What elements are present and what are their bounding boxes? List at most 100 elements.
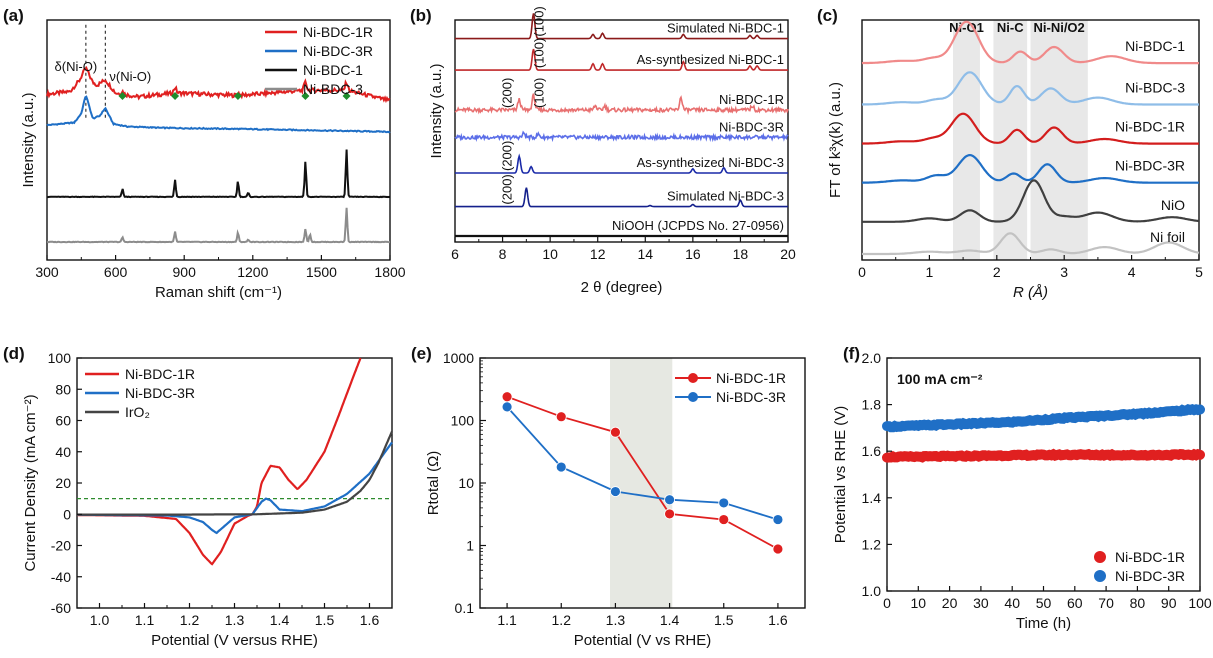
x-tick-label: 0 xyxy=(883,595,891,611)
x-tick-label: 1.1 xyxy=(497,612,517,628)
x-tick-label: 1.0 xyxy=(90,612,110,628)
x-tick-label: 1.5 xyxy=(714,612,734,628)
panel-label-a: (a) xyxy=(3,6,24,25)
y-tick-label: -60 xyxy=(51,600,71,616)
series-label: Ni-BDC-3R xyxy=(719,119,784,134)
x-tick-label: 80 xyxy=(1130,595,1146,611)
data-point xyxy=(555,461,567,473)
y-tick-label: 100 xyxy=(451,413,475,429)
y-axis-label: Potential vs RHE (V) xyxy=(832,406,849,544)
panel-label-d: (d) xyxy=(3,344,25,363)
x-tick-label: 1800 xyxy=(374,264,405,280)
y-tick-label: 1.2 xyxy=(862,536,882,552)
y-tick-label: -20 xyxy=(51,538,71,554)
series-line xyxy=(455,48,788,71)
series-line xyxy=(862,179,1200,223)
panel-a: (a) δ(Ni-O) ν(Ni-O) 300 600 900 1200 1500 1800 Ra… xyxy=(3,6,406,301)
x-tick-label: 18 xyxy=(733,246,749,262)
series-label: Ni-BDC-3R xyxy=(1115,158,1185,174)
y-tick-label: 0 xyxy=(63,506,71,522)
x-axis-label: Potential (V vs RHE) xyxy=(574,632,712,649)
series-line xyxy=(861,71,1199,106)
series-line xyxy=(77,357,362,566)
y-axis-label: Intensity (a.u.) xyxy=(428,63,445,158)
x-tick-label: 70 xyxy=(1098,595,1114,611)
x-tick-label: 14 xyxy=(637,246,653,262)
y-axis-label: Rtotal (Ω) xyxy=(425,451,442,516)
panel-e: (e) 1.1 1.2 1.3 1.4 1.5 1.6 0.1 1 10 100 1000 Potent… xyxy=(411,344,806,649)
y-tick-label: 1.6 xyxy=(862,443,882,459)
series-line xyxy=(455,13,788,40)
region-label: Ni-Ni/O2 xyxy=(1033,20,1084,35)
y-tick-label: 80 xyxy=(55,381,71,397)
peak-label-200: (200) xyxy=(499,78,514,108)
x-axis-label: 2 θ (degree) xyxy=(581,279,663,296)
x-tick-label: 6 xyxy=(451,246,459,262)
series-line xyxy=(454,93,789,116)
data-point xyxy=(772,543,784,555)
data-point xyxy=(718,514,730,525)
series-line xyxy=(455,153,788,174)
x-tick-label: 1.3 xyxy=(225,612,245,628)
x-tick-label: 20 xyxy=(942,595,958,611)
x-tick-label: 600 xyxy=(104,264,128,280)
x-tick-label: 1.1 xyxy=(135,612,155,628)
peak-label-nu: ν(Ni-O) xyxy=(109,69,151,84)
x-tick-label: 10 xyxy=(911,595,927,611)
x-tick-label: 100 xyxy=(1188,595,1212,611)
series-line-ni-bdc-3 xyxy=(46,207,390,244)
panel-b: (b) Simulated Ni-BDC-1 (100) As-synthesized… xyxy=(410,6,796,296)
legend-marker xyxy=(688,373,698,383)
panel-c: Ni-O1 Ni-C Ni-Ni/O2(c)Ni-BDC-1Ni-BDC-3Ni-B… xyxy=(817,6,1203,301)
diamond-marker xyxy=(342,92,351,100)
legend-label: Ni-BDC-1R xyxy=(303,24,373,40)
diamond-marker xyxy=(171,92,180,100)
x-tick-label: 1.6 xyxy=(768,612,788,628)
y-tick-label: 100 xyxy=(48,350,72,366)
x-tick-label: 60 xyxy=(1067,595,1083,611)
series-label: Ni foil xyxy=(1150,229,1185,245)
series-line xyxy=(861,112,1199,145)
data-point xyxy=(772,514,784,525)
y-tick-label: 20 xyxy=(55,475,71,491)
x-axis-label: Raman shift (cm⁻¹) xyxy=(155,284,282,301)
diamond-marker xyxy=(233,92,242,100)
x-tick-label: 1.2 xyxy=(552,612,572,628)
y-axis-label: FT of k³χ(k) (a.u.) xyxy=(827,82,844,198)
panel-d: (d) 1.0 1.1 1.2 1.3 1.4 1.5 1.6 -60 -40 -20 0 20 40 60… xyxy=(3,344,394,649)
data-point xyxy=(664,508,675,520)
y-tick-label: 1 xyxy=(466,538,474,554)
y-tick-label: 1.4 xyxy=(862,490,882,506)
x-tick-label: 40 xyxy=(1004,595,1020,611)
y-tick-label: 1.8 xyxy=(862,397,882,413)
x-tick-label: 900 xyxy=(173,264,197,280)
data-point xyxy=(555,411,567,423)
legend-marker xyxy=(1094,570,1106,582)
legend-label: Ni-BDC-1R xyxy=(1115,549,1185,565)
y-tick-label: 10 xyxy=(458,475,474,491)
current-annotation: 100 mA cm⁻² xyxy=(897,371,983,387)
series-line xyxy=(862,232,1200,256)
series-line-ni-bdc-1r xyxy=(46,65,391,104)
series-line xyxy=(861,153,1199,184)
x-tick-label: 1 xyxy=(926,264,934,280)
diamond-marker xyxy=(118,92,127,100)
y-tick-label: 1.0 xyxy=(862,583,882,599)
peak-label-100: (100) xyxy=(531,78,546,108)
series-line xyxy=(77,430,394,516)
series-line xyxy=(506,395,779,550)
x-tick-label: 8 xyxy=(499,246,507,262)
y-tick-label: 1000 xyxy=(443,350,474,366)
panel-f: (f) 0 10 20 30 40 50 60 70 80 90 100 1.0 1.2 1.4 1.6 1.8… xyxy=(832,344,1212,632)
series-label: NiO xyxy=(1161,197,1185,213)
data-point xyxy=(610,486,621,497)
peak-label-200: (200) xyxy=(499,141,514,171)
x-tick-label: 90 xyxy=(1161,595,1177,611)
legend-label: Ni-BDC-1R xyxy=(716,370,786,386)
legend-label: Ni-BDC-3R xyxy=(1115,568,1185,584)
x-tick-label: 1.4 xyxy=(660,612,680,628)
peak-label-200: (200) xyxy=(499,174,514,204)
series-label: Ni-BDC-1R xyxy=(1115,119,1185,135)
y-tick-label: 0.1 xyxy=(455,600,475,616)
shaded-region xyxy=(993,20,1028,260)
